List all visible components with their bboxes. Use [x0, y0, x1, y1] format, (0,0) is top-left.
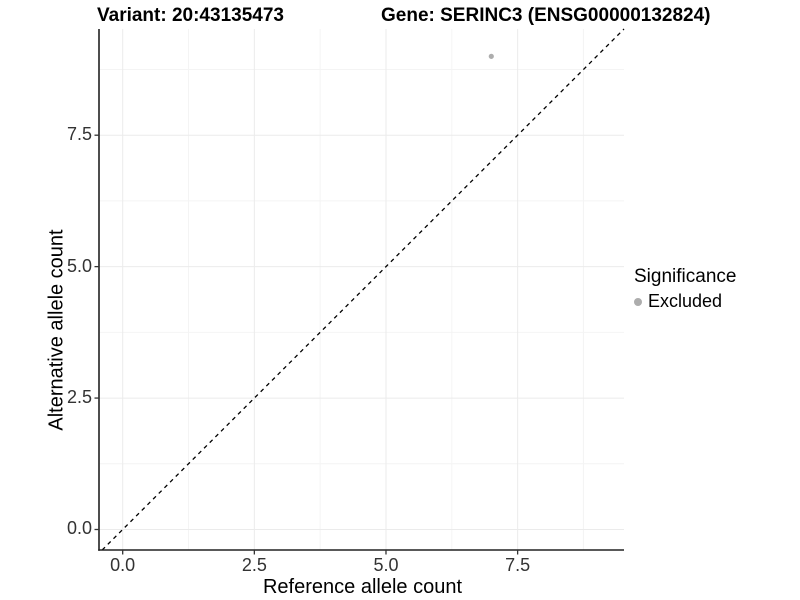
identity-reference-line: [101, 28, 625, 551]
y-tick-label: 7.5: [66, 124, 92, 145]
x-tick-label: 2.5: [241, 555, 267, 575]
x-tick-label: 7.5: [505, 555, 531, 575]
legend-items: Excluded: [634, 291, 736, 312]
y-tick-label: 2.5: [66, 387, 92, 408]
x-tick-label: 5.0: [373, 555, 399, 575]
y-axis-title: Alternative allele count: [45, 229, 68, 431]
data-point: [488, 53, 494, 59]
legend-title: Significance: [634, 266, 737, 287]
legend-item-label: Excluded: [648, 291, 723, 311]
legend-item: Excluded: [634, 291, 736, 312]
legend-point-icon: [634, 297, 642, 306]
x-axis-title: Reference allele count: [262, 576, 462, 598]
x-tick-label: 0.0: [110, 555, 136, 575]
y-tick-label: 0.0: [66, 518, 92, 539]
plot-title-variant: Variant: 20:43135473: [97, 5, 284, 26]
plot-title-gene: Gene: SERINC3 (ENSG00000132824): [381, 5, 711, 26]
y-tick-label: 5.0: [66, 255, 92, 276]
legend: Significance Excluded: [634, 266, 736, 312]
